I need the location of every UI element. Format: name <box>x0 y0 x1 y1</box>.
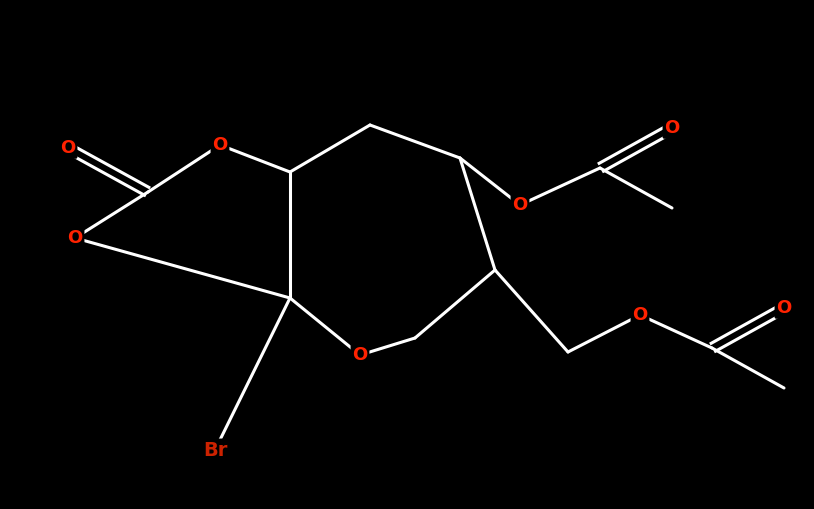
Text: O: O <box>352 346 368 364</box>
Text: O: O <box>512 196 527 214</box>
Text: O: O <box>632 306 648 324</box>
Text: O: O <box>60 139 76 157</box>
Text: O: O <box>777 299 792 317</box>
Text: O: O <box>68 229 83 247</box>
Text: O: O <box>212 136 228 154</box>
Text: Br: Br <box>203 440 227 460</box>
Text: O: O <box>664 119 680 137</box>
